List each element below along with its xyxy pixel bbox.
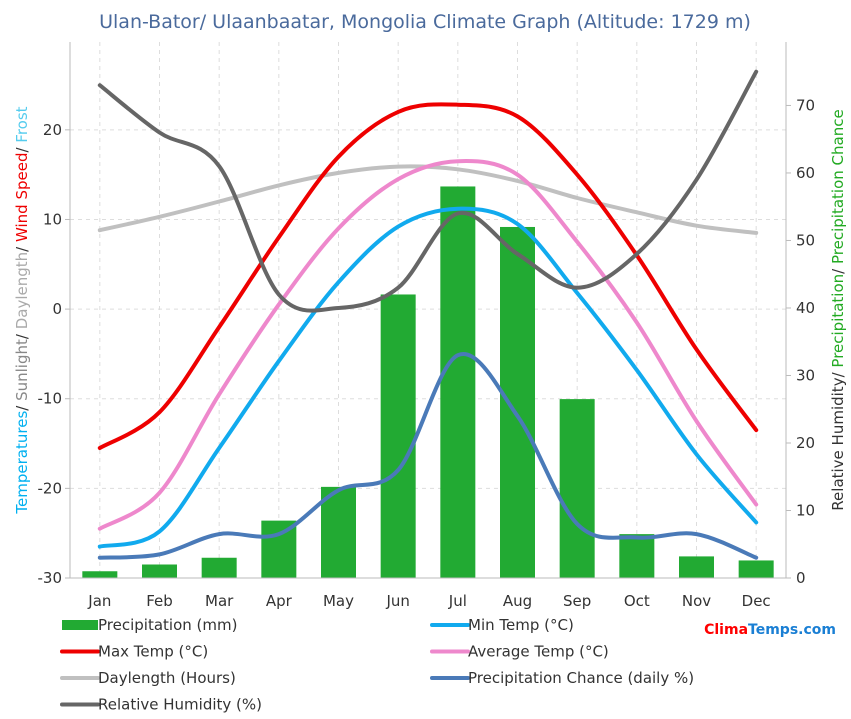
left-tick-label: -10 bbox=[38, 390, 63, 408]
right-axis-label: Relative Humidity/ Precipitation/ Precip… bbox=[829, 109, 847, 510]
precipitation-bar bbox=[380, 294, 416, 578]
precipitation-bar bbox=[142, 564, 177, 578]
daylength-line bbox=[97, 164, 759, 235]
month-label: Oct bbox=[624, 592, 650, 610]
legend-label: Precipitation Chance (daily %) bbox=[468, 669, 694, 687]
month-label: Jul bbox=[448, 592, 467, 610]
brand-part: Clima bbox=[704, 622, 748, 638]
climatemps-logo[interactable]: ClimaTemps.com bbox=[704, 622, 836, 638]
right-tick-label: 50 bbox=[796, 231, 815, 249]
left-tick-label: 20 bbox=[43, 121, 62, 139]
brand-part: .com bbox=[798, 622, 836, 638]
left-axis-label: Temperatures/ Sunlight/ Daylength/ Wind … bbox=[13, 106, 31, 514]
axis-label-part: Temperatures bbox=[13, 411, 31, 515]
legend-label: Daylength (Hours) bbox=[98, 669, 236, 687]
axis-label-part: / bbox=[829, 368, 847, 378]
axis-label-part: / bbox=[829, 264, 847, 274]
axis-label-part: Sunlight bbox=[13, 339, 31, 401]
axis-label-part: Daylength bbox=[13, 252, 31, 329]
month-label: May bbox=[323, 592, 354, 610]
brand-part: Temps bbox=[748, 622, 798, 638]
right-tick-label: 10 bbox=[796, 501, 815, 519]
precipitation-bar bbox=[500, 226, 535, 578]
precipitation-bar bbox=[738, 560, 774, 578]
left-tick-label: -20 bbox=[38, 479, 63, 497]
right-tick-label: 0 bbox=[796, 569, 806, 587]
month-label: Jan bbox=[87, 592, 111, 610]
axis-label-part: / bbox=[13, 143, 31, 153]
month-label: Sep bbox=[563, 592, 591, 610]
precipitation-bar bbox=[559, 399, 595, 578]
left-tick-label: 0 bbox=[52, 300, 62, 318]
axis-label-part: Wind Speed bbox=[13, 153, 31, 243]
legend-swatch-precipitation bbox=[62, 620, 98, 630]
axis-label-part: Precipitation bbox=[829, 274, 847, 368]
right-tick-label: 60 bbox=[796, 164, 815, 182]
legend-label: Average Temp (°C) bbox=[468, 643, 609, 661]
legend-label: Min Temp (°C) bbox=[468, 616, 574, 634]
legend-label: Max Temp (°C) bbox=[98, 643, 208, 661]
month-label: Jun bbox=[385, 592, 409, 610]
min-temp-line bbox=[97, 206, 759, 549]
month-label: Feb bbox=[146, 592, 173, 610]
legend-label: Precipitation (mm) bbox=[98, 616, 237, 634]
precipitation-bar bbox=[440, 186, 476, 578]
left-tick-label: -30 bbox=[38, 569, 63, 587]
max-temp-line bbox=[97, 102, 759, 450]
lines-layer bbox=[97, 69, 759, 560]
precipitation-bar bbox=[321, 486, 356, 578]
right-tick-label: 40 bbox=[796, 299, 815, 317]
legend-label: Relative Humidity (%) bbox=[98, 696, 262, 714]
right-tick-label: 20 bbox=[796, 434, 815, 452]
relative-humidity-line bbox=[97, 69, 759, 313]
right-tick-label: 70 bbox=[796, 96, 815, 114]
month-label: Apr bbox=[266, 592, 293, 610]
left-tick-label: 10 bbox=[43, 210, 62, 228]
precipitation-bar bbox=[82, 571, 118, 578]
axis-label-part: Frost bbox=[13, 106, 31, 142]
axis-label-part: Precipitation Chance bbox=[829, 109, 847, 264]
month-label: Mar bbox=[205, 592, 234, 610]
average-temp-line bbox=[97, 159, 759, 531]
right-tick-label: 30 bbox=[796, 366, 815, 384]
precipitation-bar bbox=[201, 557, 237, 578]
precipitation-bar bbox=[619, 534, 655, 578]
precipitation-bar bbox=[679, 556, 714, 578]
month-label: Nov bbox=[682, 592, 711, 610]
axis-label-part: / bbox=[13, 329, 31, 339]
grid-layer bbox=[70, 42, 786, 578]
month-label: Aug bbox=[503, 592, 532, 610]
axis-label-part: / bbox=[13, 401, 31, 411]
axes-layer: 20 10 0 -10 -20 -30 70 60 50 40 30 20 10 0 Jan Feb Mar Ap… bbox=[38, 42, 815, 610]
precipitation-chance-line bbox=[97, 351, 759, 560]
chart-title: Ulan-Bator/ Ulaanbaatar, Mongolia Climat… bbox=[99, 11, 751, 33]
month-label: Dec bbox=[742, 592, 771, 610]
axis-label-part: Relative Humidity bbox=[829, 377, 847, 510]
legend-layer: Precipitation (mm) Min Temp (°C) Max Temp … bbox=[60, 616, 694, 714]
axis-label-part: / bbox=[13, 242, 31, 252]
